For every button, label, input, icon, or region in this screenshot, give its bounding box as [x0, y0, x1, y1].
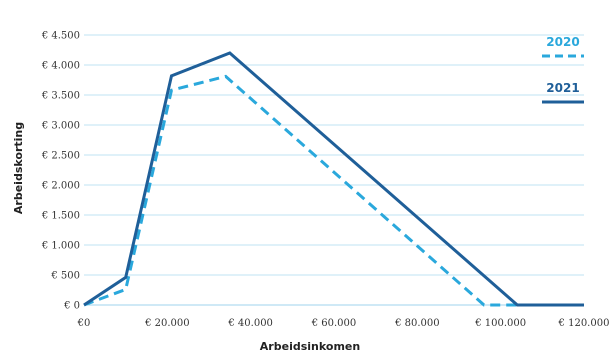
x-tick-label: €0 [77, 318, 91, 329]
y-tick-label: € 4.500 [41, 31, 80, 42]
y-tick-label: € 1.500 [41, 211, 80, 222]
x-axis-title: Arbeidsinkomen [260, 340, 360, 353]
x-tick-label: € 60.000 [311, 318, 357, 329]
x-tick-label: € 80.000 [394, 318, 440, 329]
y-tick-label: € 4.000 [41, 61, 80, 72]
legend-label-2021: 2021 [546, 81, 579, 95]
y-tick-label: € 3.500 [41, 91, 80, 102]
y-axis-title: Arbeidskorting [12, 122, 25, 214]
y-tick-label: € 0 [63, 301, 80, 312]
series-line-2021 [83, 51, 584, 307]
y-tick-label: € 3.000 [41, 121, 80, 132]
x-tick-label: € 40.000 [227, 318, 273, 329]
x-tick-label: € 120.000 [558, 318, 610, 329]
x-tick-label: € 20.000 [144, 318, 190, 329]
y-tick-label: € 2.000 [41, 181, 80, 192]
series-lines [83, 51, 584, 307]
y-tick-label: € 2.500 [41, 151, 80, 162]
y-tick-labels: € 0 € 500 € 1.000 € 1.500 € 2.000 € 2.500 € 3.… [41, 31, 80, 312]
grid-lines [84, 34, 584, 306]
legend-label-2020: 2020 [546, 35, 579, 49]
x-tick-label: € 100.000 [474, 318, 526, 329]
legend: 2020 2021 [542, 35, 584, 104]
y-tick-label: € 500 [50, 271, 80, 282]
y-tick-label: € 1.000 [41, 241, 80, 252]
series-line-2020 [83, 74, 584, 307]
x-tick-labels: €0 € 20.000 € 40.000 € 60.000 € 80.000 € 100.… [77, 318, 610, 329]
